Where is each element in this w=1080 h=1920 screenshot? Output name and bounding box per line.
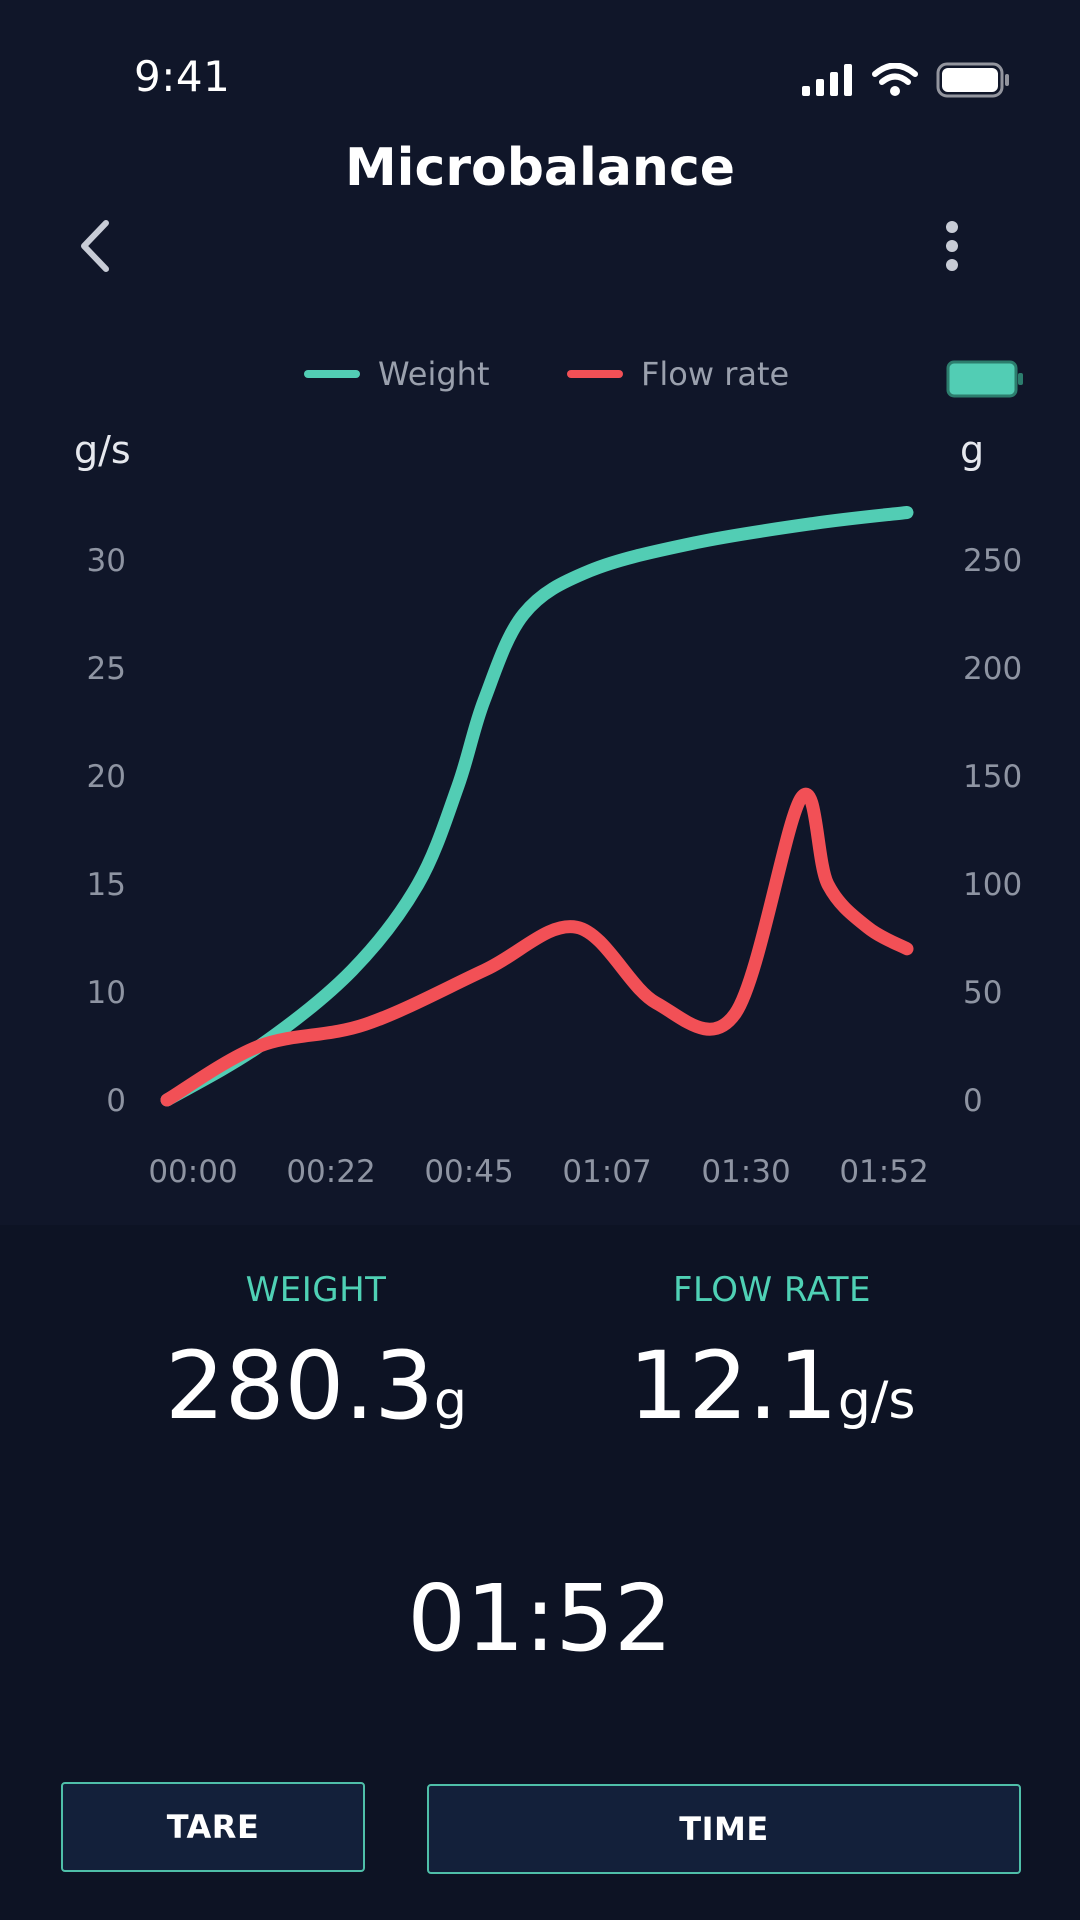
flow-rate-value: 12.1 — [628, 1332, 838, 1441]
legend-swatch-weight — [304, 370, 360, 378]
y-left-tick-20: 20 — [87, 759, 126, 795]
weight-value: 280.3 — [164, 1332, 435, 1441]
series-line-flow-rate — [160, 787, 914, 1107]
elapsed-timer: 01:52 — [407, 1565, 673, 1672]
wifi-icon — [872, 63, 918, 96]
legend-label-flow-rate: Flow rate — [641, 355, 790, 393]
x-tick-00-22: 00:22 — [286, 1154, 375, 1190]
y-left-tick-0: 0 — [106, 1083, 126, 1119]
top-area — [0, 0, 1080, 1225]
y-right-tick-100: 100 — [963, 867, 1022, 903]
device-battery-icon — [946, 360, 1023, 398]
x-tick-01-07: 01:07 — [562, 1154, 651, 1190]
y-right-tick-200: 200 — [963, 651, 1022, 687]
cellular-signal-icon — [802, 64, 852, 96]
y-right-tick-50: 50 — [963, 975, 1002, 1011]
y-right-tick-150: 150 — [963, 759, 1022, 795]
left-axis-unit: g/s — [74, 428, 131, 472]
flow-rate-readout: FLOW RATE 12.1g/s — [542, 1270, 1002, 1441]
chevron-left-icon — [81, 220, 109, 272]
x-tick-01-30: 01:30 — [701, 1154, 790, 1190]
weight-readout: WEIGHT 280.3g — [86, 1270, 546, 1441]
time-button[interactable]: TIME — [427, 1784, 1021, 1874]
battery-icon — [936, 62, 1009, 98]
flow-rate-unit: g/s — [837, 1371, 916, 1431]
x-tick-00-00: 00:00 — [148, 1154, 237, 1190]
legend-label-weight: Weight — [378, 355, 490, 393]
chart-legend: Weight Flow rate — [0, 355, 1080, 395]
more-options-button[interactable] — [930, 215, 970, 277]
y-right-tick-0: 0 — [963, 1083, 983, 1119]
y-right-tick-250: 250 — [963, 543, 1022, 579]
legend-swatch-flow-rate — [567, 370, 623, 378]
y-left-tick-15: 15 — [87, 867, 126, 903]
legend-item-weight: Weight — [304, 355, 489, 393]
x-tick-00-45: 00:45 — [424, 1154, 513, 1190]
status-icons — [802, 60, 1010, 100]
weight-label: WEIGHT — [245, 1270, 387, 1310]
more-vertical-icon — [946, 221, 958, 271]
legend-item-flow-rate: Flow rate — [567, 355, 789, 393]
flow-rate-value-row: 12.1g/s — [542, 1332, 1002, 1441]
page-title: Microbalance — [344, 138, 736, 198]
weight-flow-chart: 0 10 15 20 25 30 0 50 100 150 200 250 00:00 00:22 00:4… — [87, 506, 1022, 1190]
tare-button[interactable]: TARE — [61, 1782, 365, 1872]
flow-rate-label: FLOW RATE — [672, 1270, 872, 1310]
y-left-tick-30: 30 — [87, 543, 126, 579]
right-axis-unit: g — [960, 428, 985, 472]
y-left-tick-25: 25 — [87, 651, 126, 687]
y-left-tick-10: 10 — [87, 975, 126, 1011]
status-bar: 9:41 — [0, 0, 1080, 120]
weight-unit: g — [434, 1371, 468, 1431]
weight-value-row: 280.3g — [86, 1332, 546, 1441]
back-button[interactable] — [70, 215, 126, 277]
x-tick-01-52: 01:52 — [839, 1154, 928, 1190]
status-time: 9:41 — [134, 52, 231, 101]
series-line-weight — [160, 506, 914, 1107]
